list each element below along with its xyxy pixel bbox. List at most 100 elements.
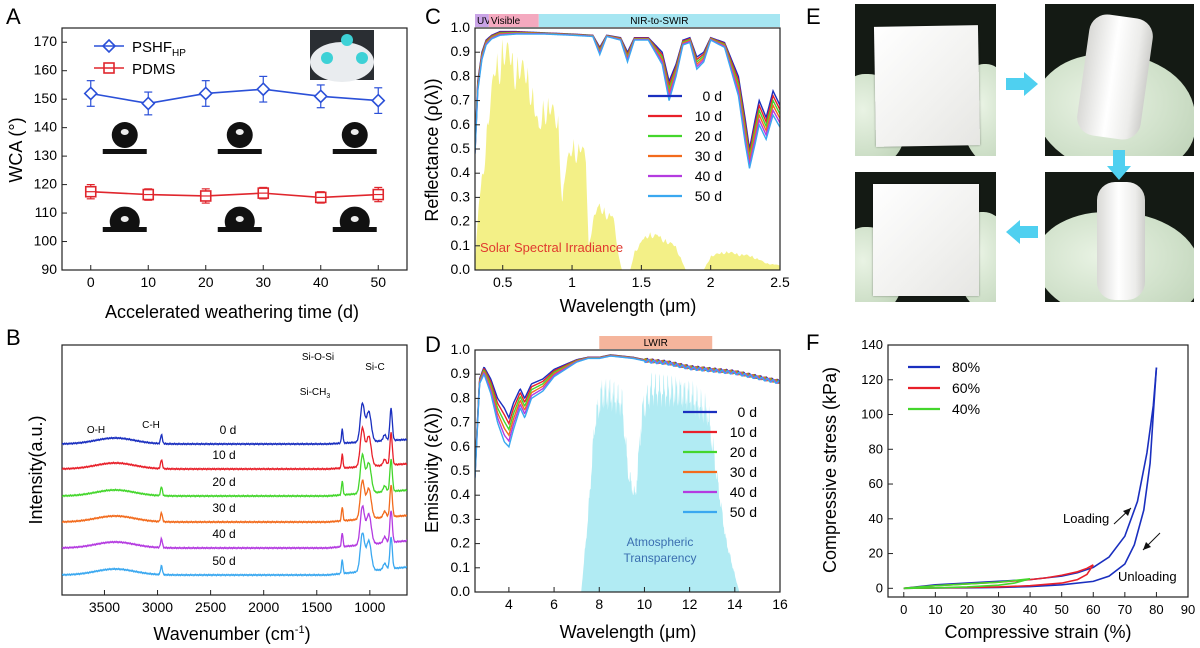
- inset-droplet-photo: [310, 30, 374, 82]
- c-y-tick-label: 0.1: [451, 237, 471, 253]
- band-label: UV: [477, 16, 491, 27]
- panel-a: A 0 10 20 30 40 5090100110120130140150160170 …: [6, 4, 408, 322]
- panel-letter-f: F: [806, 330, 819, 355]
- droplet-highlight: [120, 129, 129, 135]
- a-y-tick-label: 100: [34, 233, 58, 249]
- panel-c: C UV Visible NIR-to-SWIR 0.5 1 1.5 2 2.5 0.0 0.1…: [422, 4, 790, 316]
- axis-ticks-c: 0.5 1 1.5 2 2.5 0.0 0.1 0.2 0.3 0.4 0.5 0.6 0.7 0.8 0.…: [451, 19, 790, 290]
- data-marks-d: [475, 354, 780, 592]
- c-x-tick-label: 1: [568, 274, 576, 290]
- emissivity-line: [475, 355, 780, 479]
- legend-label: 80%: [952, 359, 980, 375]
- b-x-tick-label: 3000: [142, 599, 173, 615]
- c-y-tick-label: 0.8: [451, 67, 471, 83]
- a-y-tick-label: 90: [41, 261, 57, 277]
- f-y-tick-label: 140: [861, 337, 883, 352]
- droplet-substrate: [102, 227, 147, 232]
- series-labels-b: 0 d 10 d 20 d 30 d 40 d 50 d: [212, 423, 236, 568]
- d-y-tick-label: 0.2: [451, 535, 471, 551]
- d-y-tick-label: 0.7: [451, 414, 471, 430]
- d-y-tick-label: 0.5: [451, 462, 471, 478]
- plot-frame-b: [61, 344, 408, 596]
- legend-label: 10 d: [730, 424, 757, 440]
- d-y-tick-label: 0.1: [451, 559, 471, 575]
- c-x-tick-label: 2.5: [770, 274, 790, 290]
- y-axis-label-f: Compressive stress (kPa): [820, 367, 840, 573]
- d-x-tick-label: 10: [637, 596, 653, 612]
- legend-label: 60%: [952, 380, 980, 396]
- c-y-tick-label: 0.0: [451, 261, 471, 277]
- spectrum-line: [62, 532, 407, 577]
- f-y-tick-label: 60: [869, 476, 883, 491]
- droplet-highlight: [350, 129, 359, 135]
- band-label: Visible: [491, 16, 521, 27]
- d-y-tick-label: 1.0: [451, 341, 471, 357]
- d-x-tick-label: 4: [505, 596, 513, 612]
- legend-c: 0 d 10 d 20 d 30 d 40 d 50 d: [648, 88, 722, 204]
- data-point-pshf: [313, 89, 328, 104]
- data-marks-c: [475, 30, 780, 270]
- loading-annotation: Loading: [1063, 511, 1109, 526]
- f-x-tick-label: 70: [1118, 602, 1132, 617]
- axis-ticks-b: 3500 3000 2500 2000 1500 1000: [89, 590, 386, 615]
- panel-letter-e: E: [806, 4, 821, 29]
- photo-recovered-sheet: [855, 172, 996, 302]
- x-axis-label-b: Wavenumber (cm-1): [153, 624, 310, 644]
- droplet-substrate: [217, 227, 262, 232]
- axis-ticks-d: 4 6 8 10 12 14 16 0.0 0.1 0.2 0.3 0.4 0.5 0.6 0.7 0.8 0.…: [451, 341, 788, 612]
- loading-curve-80pct: [903, 367, 1158, 590]
- legend-marker-pdms: [103, 62, 115, 74]
- legend-label: 30 d: [730, 464, 757, 480]
- spectrum-line: [62, 452, 407, 498]
- panel-f: F 0 10 20 30 40 50 60 70 80 90020406080100120140 …: [806, 330, 1195, 642]
- f-x-tick-label: 10: [928, 602, 942, 617]
- f-x-tick-label: 0: [900, 602, 907, 617]
- plot-frame-f: [887, 344, 1189, 598]
- droplet-highlight: [350, 216, 359, 222]
- legend-a: PSHFHP PDMS: [94, 38, 186, 78]
- spectrum-label: 20 d: [212, 475, 235, 489]
- axis-ticks-a: 0 10 20 30 40 50 90 100 110 120 130 140 150 160 170: [34, 33, 387, 290]
- legend-f: 80% 60% 40%: [908, 359, 980, 417]
- spectrum-line: [62, 479, 407, 524]
- series-line-pshf: [90, 88, 379, 105]
- a-y-tick-label: 120: [34, 176, 58, 192]
- b-x-tick-label: 1500: [301, 599, 332, 615]
- panel-d: D LWIR 4 6 8 10 12 14 16 0.0 0.1 0.2 0.3 0.4 0.5 0.6 0…: [422, 332, 788, 642]
- d-x-tick-label: 14: [727, 596, 743, 612]
- d-x-tick-label: 16: [772, 596, 788, 612]
- data-point-pshf: [198, 86, 213, 101]
- d-x-tick-label: 8: [595, 596, 603, 612]
- f-x-tick-label: 80: [1149, 602, 1163, 617]
- c-x-tick-label: 1.5: [632, 274, 652, 290]
- x-axis-label-c: Wavelength (μm): [560, 296, 697, 316]
- data-point-pshf: [371, 93, 386, 108]
- data-point-pshf: [256, 82, 271, 97]
- c-y-tick-label: 0.4: [451, 164, 471, 180]
- a-x-tick-label: 10: [140, 274, 156, 290]
- y-axis-label-c: Reflectance (ρ(λ)): [422, 78, 442, 221]
- panel-letter-a: A: [6, 4, 21, 29]
- band-nir-to-swir: [538, 14, 780, 27]
- band-uv: [475, 14, 489, 27]
- f-y-tick-label: 80: [869, 441, 883, 456]
- c-y-tick-label: 0.3: [451, 188, 471, 204]
- a-y-tick-label: 110: [35, 204, 58, 220]
- d-y-tick-label: 0.6: [451, 438, 471, 454]
- droplet-substrate: [332, 227, 377, 232]
- photo-rolled-sheet: [1045, 4, 1194, 156]
- photo-compressed-roll: [1045, 172, 1194, 302]
- f-x-tick-label: 60: [1086, 602, 1100, 617]
- legend-label: 50 d: [730, 504, 757, 520]
- legend-marker-pshf: [101, 38, 117, 54]
- atmospheric-transparency-area: [581, 372, 740, 592]
- legend-label: 40 d: [730, 484, 757, 500]
- x-axis-label-d: Wavelength (μm): [560, 622, 697, 642]
- droplet-substrate: [332, 149, 377, 154]
- a-x-tick-label: 30: [255, 274, 271, 290]
- legend-label: 50 d: [695, 188, 722, 204]
- solar-irradiance-label: Solar Spectral Irradiance: [480, 240, 623, 255]
- c-y-tick-label: 0.7: [451, 92, 471, 108]
- peak-label-ch: C-H: [142, 420, 160, 431]
- loading-curve-40pct: [903, 577, 1031, 590]
